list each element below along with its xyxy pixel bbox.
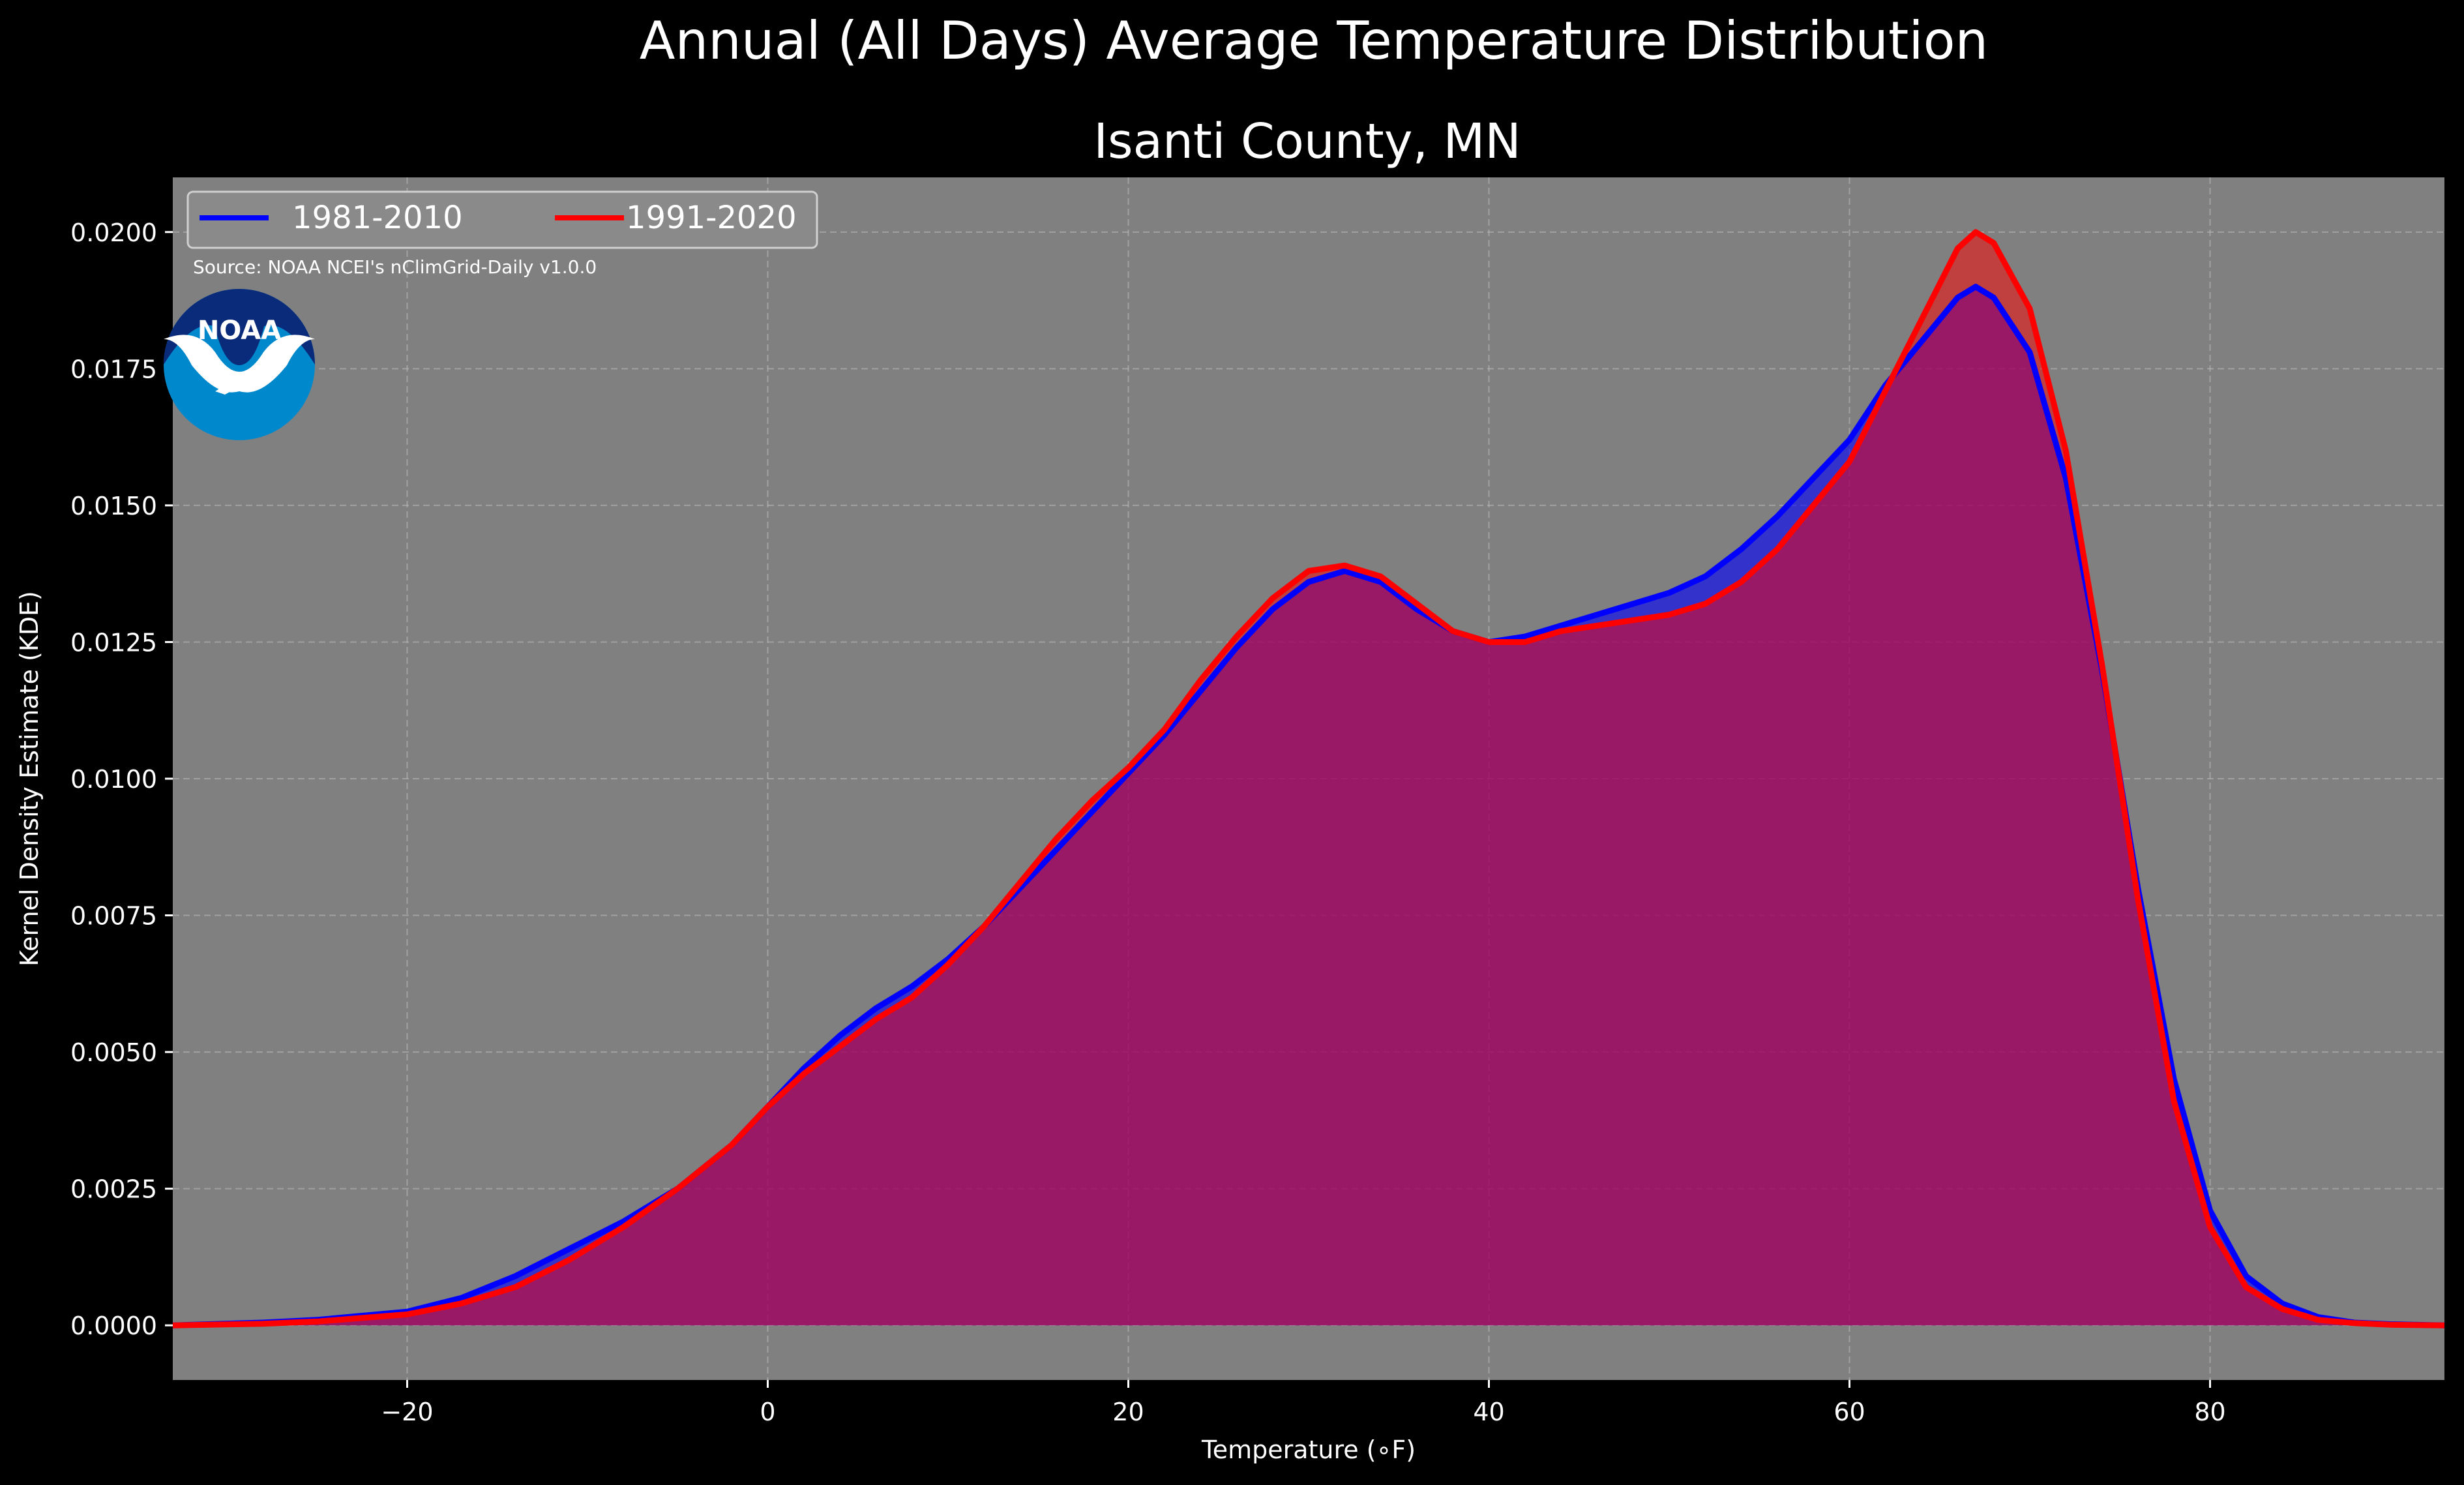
y-tick-label: 0.0075 bbox=[70, 902, 157, 931]
y-tick-label: 0.0100 bbox=[70, 765, 157, 794]
y-tick-label: 0.0050 bbox=[70, 1038, 157, 1067]
y-tick-label: 0.0150 bbox=[70, 492, 157, 520]
source-note: Source: NOAA NCEI's nClimGrid-Daily v1.0… bbox=[193, 256, 597, 278]
y-tick-label: 0.0125 bbox=[70, 628, 157, 657]
legend-box bbox=[186, 190, 818, 249]
legend: 1981-2010 1991-2020 bbox=[186, 190, 818, 249]
y-axis-label: Kernel Density Estimate (KDE) bbox=[15, 591, 44, 967]
legend-label-1981-2010: 1981-2010 bbox=[292, 200, 463, 236]
series-line-1991-2020 bbox=[172, 229, 2445, 1328]
noaa-logo-dark-half bbox=[164, 289, 315, 365]
y-tick-label: 0.0175 bbox=[70, 355, 157, 383]
noaa-logo-gull-tail-icon bbox=[215, 380, 267, 395]
density-areas bbox=[173, 232, 2444, 1326]
legend-label-1991-2020: 1991-2020 bbox=[626, 200, 797, 236]
x-tick-label: 20 bbox=[1112, 1398, 1144, 1426]
y-tick-label: 0.0000 bbox=[70, 1312, 157, 1340]
chart-title: Isanti County, MN bbox=[1093, 113, 1521, 170]
density-lines bbox=[172, 229, 2445, 1328]
noaa-logo-gull-icon bbox=[164, 335, 315, 393]
y-axis-ticks: 0.0000 0.0025 0.0050 0.0075 0.0100 0.0125 0.01… bbox=[70, 218, 173, 1340]
x-tick-label: 60 bbox=[1833, 1398, 1865, 1426]
noaa-logo-text: NOAA bbox=[198, 316, 281, 346]
x-tick-label: 40 bbox=[1473, 1398, 1504, 1426]
x-tick-label: 80 bbox=[2194, 1398, 2225, 1426]
noaa-logo: NOAA bbox=[164, 289, 315, 440]
x-tick-label: −20 bbox=[381, 1398, 433, 1426]
x-axis-label: Temperature (∘F) bbox=[1201, 1435, 1416, 1464]
figure-suptitle: Annual (All Days) Average Temperature Di… bbox=[640, 10, 1988, 71]
y-tick-label: 0.0025 bbox=[70, 1175, 157, 1204]
x-tick-label: 0 bbox=[760, 1398, 775, 1426]
area-1991-2020 bbox=[173, 232, 2444, 1326]
x-axis-ticks: −20 0 20 40 60 80 bbox=[381, 1380, 2226, 1426]
y-tick-label: 0.0200 bbox=[70, 218, 157, 247]
